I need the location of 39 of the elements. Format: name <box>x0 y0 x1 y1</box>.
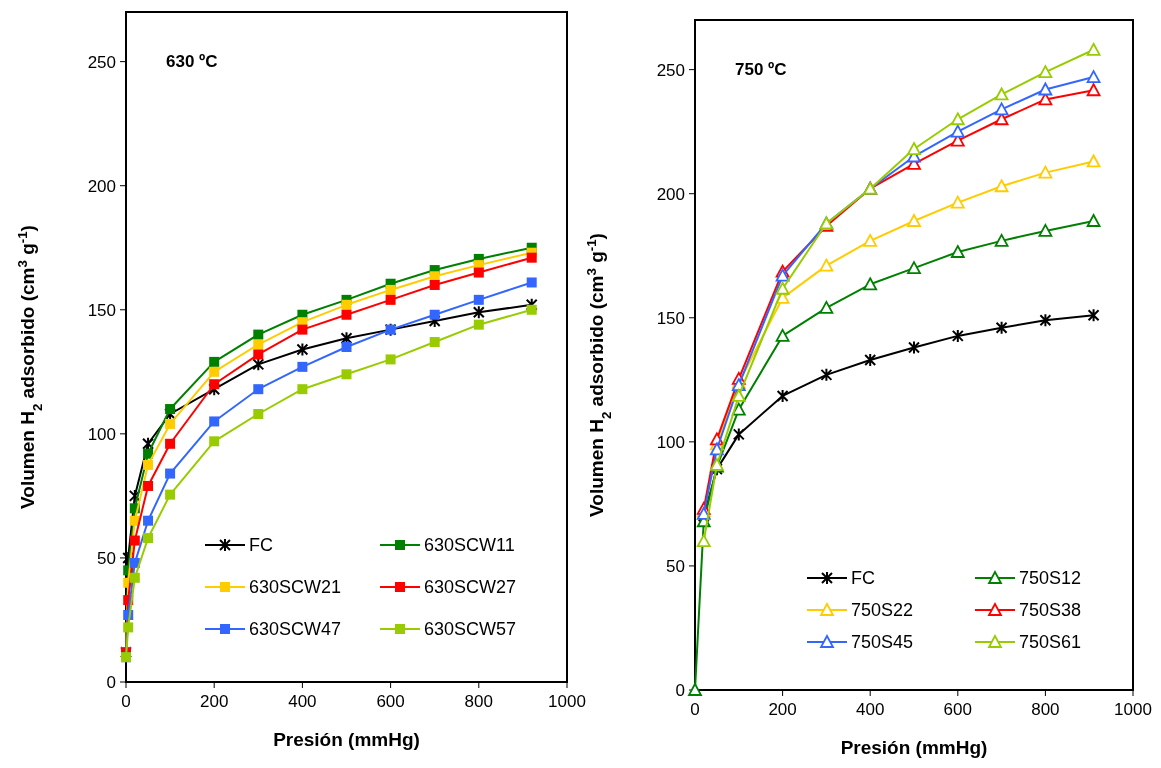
x-tick-label: 400 <box>288 692 317 711</box>
legend-label: 750S38 <box>1019 600 1082 621</box>
y-tick-label: 200 <box>656 184 685 204</box>
legend-label: 630SCW11 <box>424 535 515 556</box>
y-tick-label: 0 <box>106 672 116 692</box>
x-tick-label: 400 <box>856 700 885 719</box>
legend-label: 630SCW47 <box>249 619 342 640</box>
y-tick-label: 100 <box>656 432 685 452</box>
legend-label: FC <box>249 535 273 556</box>
legend-label: 750S22 <box>851 600 914 621</box>
legend-label: 630SCW57 <box>424 619 517 640</box>
x-tick-label: 1000 <box>548 692 586 711</box>
x-tick-label: 800 <box>464 692 493 711</box>
x-tick-label: 0 <box>121 692 131 711</box>
y-tick-label: 100 <box>87 424 116 444</box>
annotation: 630 ºC <box>166 52 218 71</box>
x-tick-label: 200 <box>200 692 229 711</box>
y-tick-label: 200 <box>87 176 116 196</box>
legend-label: FC <box>851 568 875 589</box>
x-axis-title: Presión (mmHg) <box>273 729 420 750</box>
y-tick-label: 50 <box>666 556 685 576</box>
y-tick-label: 250 <box>87 52 116 72</box>
annotation: 750 ºC <box>735 60 787 79</box>
x-tick-label: 1000 <box>1114 700 1152 719</box>
y-tick-label: 250 <box>656 60 685 80</box>
y-tick-label: 150 <box>656 308 685 328</box>
legend-label: 750S45 <box>851 632 914 653</box>
legend-label: 750S12 <box>1019 568 1082 589</box>
y-tick-label: 50 <box>97 548 116 568</box>
x-tick-label: 800 <box>1031 700 1060 719</box>
x-tick-label: 600 <box>943 700 972 719</box>
legend-label: 750S61 <box>1019 632 1082 653</box>
x-axis-title: Presión (mmHg) <box>840 737 988 758</box>
x-tick-label: 0 <box>690 700 700 719</box>
legend-label: 630SCW27 <box>424 577 517 598</box>
x-tick-label: 200 <box>768 700 797 719</box>
legend-label: 630SCW21 <box>249 577 342 598</box>
x-tick-label: 600 <box>376 692 405 711</box>
y-tick-label: 150 <box>87 300 116 320</box>
